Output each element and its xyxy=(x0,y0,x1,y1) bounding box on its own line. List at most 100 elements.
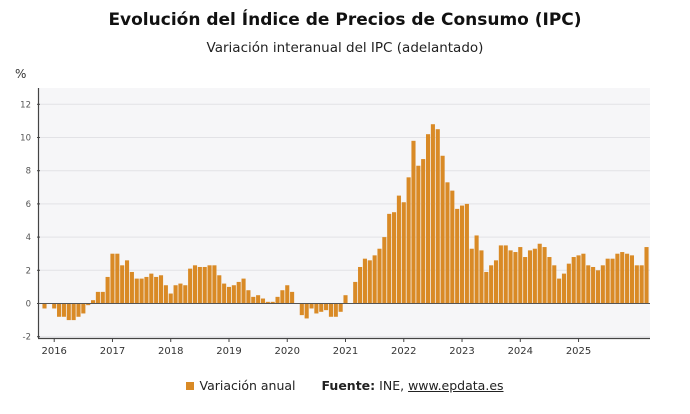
bar xyxy=(489,265,494,304)
x-tick-label: 2017 xyxy=(100,346,125,357)
bar xyxy=(231,285,236,304)
source-note: Fuente: INE, www.epdata.es xyxy=(322,378,504,393)
bar xyxy=(149,273,154,304)
bar xyxy=(503,245,508,304)
bar xyxy=(518,247,523,304)
bar xyxy=(610,258,615,304)
bar xyxy=(459,205,465,304)
bar xyxy=(372,255,377,304)
bar xyxy=(600,265,605,304)
bar xyxy=(532,248,537,304)
bar xyxy=(469,248,474,304)
bar xyxy=(178,283,183,304)
bar xyxy=(430,124,435,304)
legend-label: Variación anual xyxy=(199,378,296,393)
bar xyxy=(338,303,343,312)
bar xyxy=(222,283,227,304)
bar xyxy=(513,252,518,304)
x-tick-label: 2016 xyxy=(41,346,66,357)
bar xyxy=(552,265,557,304)
bar xyxy=(265,301,270,304)
bar xyxy=(595,270,601,304)
bar xyxy=(168,293,173,304)
bar xyxy=(42,303,47,309)
bar xyxy=(197,266,202,304)
y-tick-label: 0 xyxy=(26,300,31,310)
bar xyxy=(382,237,387,304)
x-tick-label: 2022 xyxy=(391,346,416,357)
bar xyxy=(537,243,542,304)
bar xyxy=(251,296,256,304)
bar xyxy=(581,253,586,304)
bar xyxy=(304,303,309,319)
bar xyxy=(358,266,363,304)
bar xyxy=(183,285,188,304)
bar xyxy=(396,195,401,304)
bar xyxy=(57,303,62,317)
bar xyxy=(440,155,445,304)
bar xyxy=(158,275,164,304)
bar xyxy=(95,291,100,304)
bar xyxy=(343,295,348,304)
chart-title: Evolución del Índice de Precios de Consu… xyxy=(108,10,582,30)
bar xyxy=(639,265,644,304)
bar xyxy=(464,203,469,304)
bar xyxy=(605,258,610,304)
bar xyxy=(586,265,591,304)
x-tick-label: 2019 xyxy=(216,346,241,357)
x-tick-label: 2025 xyxy=(566,346,591,357)
y-tick-label: -2 xyxy=(23,333,31,343)
bar xyxy=(241,278,246,304)
bar xyxy=(479,250,484,304)
bar xyxy=(401,202,406,304)
bar xyxy=(493,260,499,304)
bar xyxy=(416,165,421,304)
bar xyxy=(591,266,596,304)
bar xyxy=(523,257,528,304)
bar xyxy=(226,286,232,304)
bar xyxy=(212,265,217,304)
bar xyxy=(498,245,503,304)
bar xyxy=(527,250,533,304)
y-tick-label: 8 xyxy=(26,167,31,177)
bar xyxy=(615,253,620,304)
x-tick-label: 2023 xyxy=(449,346,474,357)
bar xyxy=(139,278,144,304)
bar xyxy=(290,291,295,304)
bar xyxy=(309,303,314,309)
legend-swatch xyxy=(186,382,195,390)
bar xyxy=(154,276,159,304)
source-link[interactable]: www.epdata.es xyxy=(408,378,504,393)
bar xyxy=(450,190,455,304)
bar xyxy=(124,260,130,304)
bar xyxy=(634,265,639,304)
bar xyxy=(144,276,149,304)
bar xyxy=(542,247,547,304)
bar xyxy=(134,278,139,304)
bar xyxy=(110,253,115,304)
legend: Variación anual Fuente: INE, www.epdata.… xyxy=(0,378,690,393)
bar xyxy=(576,255,581,304)
bar xyxy=(280,290,285,304)
bar xyxy=(81,303,86,314)
bar xyxy=(571,257,576,304)
bar xyxy=(561,273,567,304)
bar xyxy=(324,303,329,311)
bar xyxy=(625,253,630,304)
bar xyxy=(246,290,251,304)
bar xyxy=(236,281,241,304)
bar xyxy=(66,303,71,321)
bar xyxy=(314,303,319,314)
bar xyxy=(557,278,562,304)
bar xyxy=(192,265,198,304)
x-tick-label: 2021 xyxy=(333,346,358,357)
bar xyxy=(362,258,367,304)
bar xyxy=(61,303,66,317)
bar xyxy=(52,303,57,309)
chart-subtitle: Variación interanual del IPC (adelantado… xyxy=(206,40,484,56)
bar xyxy=(188,268,193,304)
y-tick-label: 6 xyxy=(26,200,31,210)
bar xyxy=(105,276,110,304)
bar xyxy=(275,296,280,304)
